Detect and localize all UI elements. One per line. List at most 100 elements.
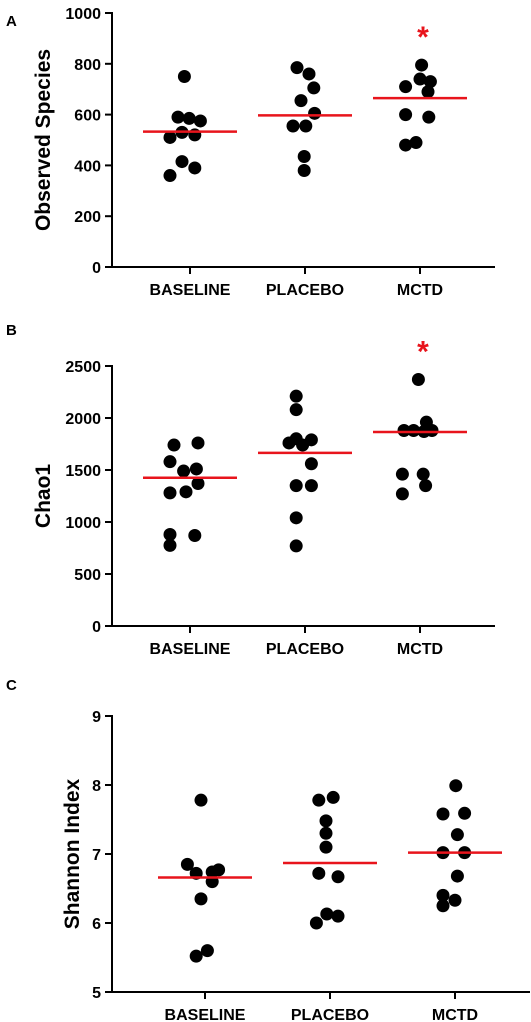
y-tick-label: 200 <box>74 209 101 226</box>
data-point <box>194 892 208 906</box>
data-point <box>294 94 308 108</box>
data-point <box>307 81 321 95</box>
data-point <box>397 423 411 437</box>
data-point <box>163 538 177 552</box>
significance-marker: * <box>417 21 429 54</box>
data-point <box>299 119 313 133</box>
data-point <box>304 479 318 493</box>
data-point <box>289 432 303 446</box>
y-tick-label: 2500 <box>65 359 101 376</box>
data-point <box>163 527 177 541</box>
y-tick-label: 0 <box>92 260 101 277</box>
y-tick-label: 1000 <box>65 515 101 532</box>
data-point <box>399 80 413 94</box>
data-point <box>319 814 333 828</box>
data-point <box>302 67 316 81</box>
data-point <box>297 150 311 164</box>
x-tick-label: MCTD <box>432 1007 478 1022</box>
data-point <box>289 511 303 525</box>
x-tick-label: PLACEBO <box>291 1007 369 1022</box>
data-point <box>407 423 421 437</box>
y-tick-label: 5 <box>92 985 101 1002</box>
data-point <box>458 806 472 820</box>
panel-letter: C <box>6 677 17 694</box>
data-point <box>409 136 423 150</box>
panel-b: B 0 500 1000 1500 2000 2500 BASELINE PLACEBO MCTD… <box>6 322 495 658</box>
data-point <box>331 909 345 923</box>
data-point <box>395 487 409 501</box>
data-point <box>304 433 318 447</box>
y-tick-label: 7 <box>92 847 101 864</box>
data-point <box>189 949 203 963</box>
data-point <box>163 130 177 144</box>
data-point <box>290 61 304 75</box>
data-point <box>319 826 333 840</box>
data-point <box>177 464 191 478</box>
data-point <box>436 807 450 821</box>
y-tick-label: 9 <box>92 709 101 726</box>
data-point <box>416 467 430 481</box>
data-point <box>312 866 326 880</box>
x-tick-label: BASELINE <box>165 1007 246 1022</box>
data-point <box>436 899 450 913</box>
data-point <box>449 779 463 793</box>
y-tick-label: 400 <box>74 158 101 175</box>
y-tick-label: 0 <box>92 619 101 636</box>
y-tick-label: 1000 <box>65 6 101 23</box>
data-point <box>399 138 413 152</box>
y-axis-label: Chao1 <box>32 464 55 529</box>
data-point <box>179 485 193 499</box>
x-tick-label: MCTD <box>397 641 443 658</box>
data-point <box>191 436 205 450</box>
data-point <box>309 916 323 930</box>
panel-c: C 5 6 7 8 9 BASELINE PLACEBO MCTD Shannon Index <box>6 677 530 1022</box>
data-point <box>297 163 311 177</box>
y-tick-label: 1500 <box>65 463 101 480</box>
data-point <box>395 467 409 481</box>
panel-letter: A <box>6 13 17 30</box>
y-tick-label: 800 <box>74 57 101 74</box>
data-point <box>289 479 303 493</box>
data-point <box>289 403 303 417</box>
data-point <box>171 110 185 124</box>
data-point <box>180 857 194 871</box>
data-point <box>421 85 435 99</box>
data-point <box>289 539 303 553</box>
x-tick-label: MCTD <box>397 282 443 299</box>
data-point <box>200 944 214 958</box>
data-point <box>419 479 433 493</box>
data-point <box>326 790 340 804</box>
x-tick-label: BASELINE <box>150 282 231 299</box>
y-tick-label: 600 <box>74 108 101 125</box>
data-point <box>304 457 318 471</box>
data-point <box>415 58 429 72</box>
x-tick-label: BASELINE <box>150 641 231 658</box>
data-point <box>189 462 203 476</box>
data-point <box>289 389 303 403</box>
data-point <box>175 155 189 169</box>
data-point <box>419 415 433 429</box>
significance-marker: * <box>417 336 429 369</box>
data-point <box>331 870 345 884</box>
data-point <box>320 907 334 921</box>
data-point <box>177 70 191 83</box>
data-point <box>450 869 464 883</box>
data-point <box>399 108 413 122</box>
panel-letter: B <box>6 322 17 339</box>
data-point <box>163 486 177 500</box>
y-tick-label: 6 <box>92 916 101 933</box>
data-point <box>193 114 207 128</box>
data-point <box>163 455 177 469</box>
data-point <box>319 840 333 854</box>
y-tick-label: 500 <box>74 567 101 584</box>
y-tick-label: 8 <box>92 778 101 795</box>
y-axis-label: Observed Species <box>32 49 55 231</box>
y-axis-label: Shannon Index <box>61 778 84 929</box>
panel-a: A 0 200 400 600 800 1000 BASELINE PLACEBO MCTD Obs… <box>6 6 495 299</box>
data-point <box>182 111 196 125</box>
data-point <box>163 169 177 183</box>
x-tick-label: PLACEBO <box>266 282 344 299</box>
data-point <box>423 75 437 89</box>
data-point <box>191 477 205 491</box>
